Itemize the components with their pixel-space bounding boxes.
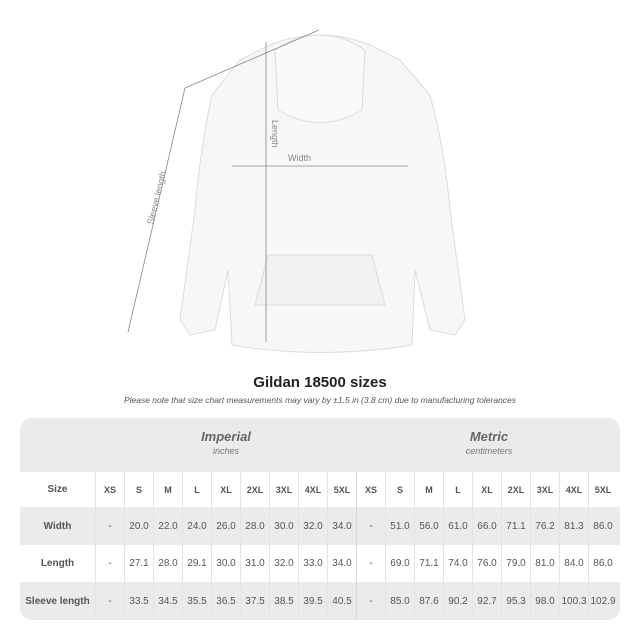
metric-cell: 3XL [530,472,559,507]
row-label: Size [47,484,68,495]
imperial-unit: inches [212,446,239,456]
metric-cell: 87.6 [414,582,443,620]
metric-cell: 69.0 [385,545,414,582]
metric-cell: 81.0 [530,545,559,582]
imperial-cell: 20.0 [124,507,153,545]
imperial-cell: 32.0 [269,545,298,582]
imperial-cell: 3XL [269,472,298,507]
imperial-cell: - [95,545,124,582]
imperial-cell: 30.0 [211,545,240,582]
imperial-cell: 35.5 [182,582,211,620]
imperial-cell: M [153,472,182,507]
metric-cell: L [443,472,472,507]
table-row: Width -20.0 22.0 24.0 26.0 28.0 30.0 32.0 34.0-5… [20,507,620,545]
metric-cell: 71.1 [501,507,530,545]
metric-cell: 76.0 [472,545,501,582]
imperial-cell: L [182,472,211,507]
imperial-cell: - [95,582,124,620]
imperial-header: Imperial inches [95,418,357,472]
metric-unit: centimeters [465,446,513,456]
imperial-cell: 34.0 [327,545,356,582]
imperial-cell: 33.0 [298,545,327,582]
metric-cell: 95.3 [501,582,530,620]
metric-title: Metric [469,429,509,444]
imperial-cell: 34.0 [327,507,356,545]
metric-cell: XS [356,472,385,507]
imperial-cell: 26.0 [211,507,240,545]
metric-cell: S [385,472,414,507]
imperial-cell: 28.0 [240,507,269,545]
sleeve-line [127,29,320,333]
row-label: Width [43,520,72,532]
imperial-cell: 5XL [327,472,356,507]
table-row: Sleeve length -33.5 34.5 35.5 36.5 37.5 38.5 39… [20,582,620,620]
imperial-cell: 2XL [240,472,269,507]
metric-cell: 92.7 [472,582,501,620]
imperial-title: Imperial [201,429,251,444]
hoodie-illustration [179,34,466,353]
imperial-cell: 38.5 [269,582,298,620]
imperial-cell: S [124,472,153,507]
size-table: Imperial inches Metric centimeters Size X… [20,418,620,620]
metric-cell: 100.3 [559,582,588,620]
imperial-cell: 29.1 [182,545,211,582]
metric-cell: 2XL [501,472,530,507]
metric-cell: 4XL [559,472,588,507]
metric-cell: 90.2 [443,582,472,620]
imperial-cell: XL [211,472,240,507]
metric-cell: 86.0 [588,545,617,582]
imperial-cell: - [95,507,124,545]
metric-cell: 98.0 [530,582,559,620]
imperial-cell: 24.0 [182,507,211,545]
imperial-cell: 34.5 [153,582,182,620]
metric-cell: 79.0 [501,545,530,582]
metric-cell: 56.0 [414,507,443,545]
chart-title: Gildan 18500 sizes [253,374,387,391]
imperial-cell: 30.0 [269,507,298,545]
metric-cell: 102.9 [588,582,617,620]
imperial-cell: 4XL [298,472,327,507]
row-label: Length [40,558,75,569]
imperial-cell: 33.5 [124,582,153,620]
metric-cell: 76.2 [530,507,559,545]
metric-cell: - [356,545,385,582]
metric-cell: 51.0 [385,507,414,545]
metric-header: Metric centimeters [358,418,620,472]
metric-cell: M [414,472,443,507]
metric-cell: 66.0 [472,507,501,545]
width-label: Width [288,153,311,163]
metric-cell: 85.0 [385,582,414,620]
metric-cell: 86.0 [588,507,617,545]
metric-cell: 84.0 [559,545,588,582]
metric-cell: - [356,507,385,545]
metric-cell: 5XL [588,472,617,507]
metric-cell: XL [472,472,501,507]
imperial-cell: 27.1 [124,545,153,582]
imperial-cell: 39.5 [298,582,327,620]
size-header-row: Size XS S M L XL 2XL 3XL 4XL 5XL XS S M L XL 2XL 3XL 4XL 5… [20,472,620,507]
imperial-cell: 40.5 [327,582,356,620]
tolerance-note: Please note that size chart measurements… [123,395,517,405]
imperial-cell: 37.5 [240,582,269,620]
metric-cell: 71.1 [414,545,443,582]
imperial-cell: 36.5 [211,582,240,620]
metric-cell: 61.0 [443,507,472,545]
imperial-cell: 32.0 [298,507,327,545]
imperial-cell: 31.0 [240,545,269,582]
imperial-cell: XS [95,472,124,507]
table-row: Length -27.1 28.0 29.1 30.0 31.0 32.0 33.0 34.0-… [20,545,620,582]
metric-cell: 74.0 [443,545,472,582]
row-label: Sleeve length [25,595,90,607]
metric-cell: - [356,582,385,620]
length-label: Length [270,120,280,148]
imperial-cell: 22.0 [153,507,182,545]
sleeve-length-label: Sleeve length [145,170,168,225]
hoodie-diagram: Length Width Sleeve length [127,29,466,353]
imperial-cell: 28.0 [153,545,182,582]
metric-cell: 81.3 [559,507,588,545]
